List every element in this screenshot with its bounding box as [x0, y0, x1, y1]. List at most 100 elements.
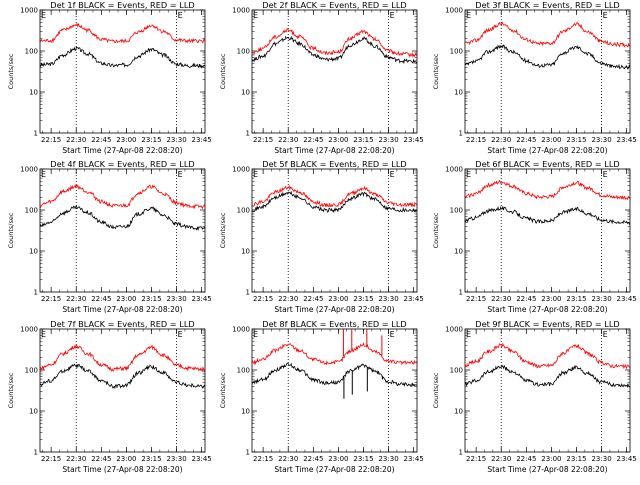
plot-panel-3: Det 3f BLACK = Events, RED = LLD Counts/s… [432, 0, 637, 155]
events-series-line [252, 190, 417, 214]
marker-label-left: E [41, 170, 46, 179]
plot-panel-5: Det 5f BLACK = Events, RED = LLD Counts/s… [219, 159, 424, 314]
y-tick-label: 100 [450, 207, 463, 215]
plot-title: Det 8f BLACK = Events, RED = LLD [262, 319, 406, 329]
lld-series-line [40, 22, 205, 44]
x-tick-label: 22:30 [66, 295, 86, 303]
y-tick-label: 100 [25, 48, 38, 56]
x-tick-label: 23:45 [404, 136, 424, 144]
y-tick-label: 100 [450, 367, 463, 375]
plot-title: Det 2f BLACK = Events, RED = LLD [262, 0, 406, 10]
x-tick-label: 22:45 [516, 455, 536, 463]
y-axis-label: Counts/sec [432, 372, 440, 408]
x-tick-label: 23:45 [617, 455, 637, 463]
y-tick-label: 10 [241, 408, 250, 416]
plot-title: Det 3f BLACK = Events, RED = LLD [475, 0, 619, 10]
y-tick-label: 1000 [445, 7, 463, 15]
lld-series-line [252, 28, 417, 59]
y-tick-label: 1000 [232, 7, 250, 15]
x-tick-label: 22:45 [91, 136, 111, 144]
marker-label-left: E [41, 330, 46, 339]
x-tick-label: 22:15 [253, 295, 273, 303]
x-axis-label: Start Time (27-Apr-08 22:08:20) [274, 465, 394, 474]
x-tick-label: 23:15 [353, 295, 373, 303]
x-tick-label: 23:45 [192, 136, 212, 144]
y-tick-label: 1 [459, 289, 463, 297]
lld-series-line [465, 179, 630, 201]
lld-series-line [40, 343, 205, 372]
x-tick-label: 23:00 [328, 295, 348, 303]
y-axis-label: Counts/sec [219, 372, 227, 408]
x-tick-label: 22:15 [253, 136, 273, 144]
marker-label-left: E [253, 11, 258, 20]
x-tick-label: 22:30 [491, 136, 511, 144]
plot-title: Det 7f BLACK = Events, RED = LLD [50, 319, 194, 329]
plot-panel-6: Det 6f BLACK = Events, RED = LLD Counts/s… [432, 159, 637, 314]
x-tick-label: 22:15 [466, 136, 486, 144]
marker-label-left: E [466, 330, 471, 339]
y-tick-label: 100 [450, 48, 463, 56]
plot-title: Det 4f BLACK = Events, RED = LLD [50, 159, 194, 169]
events-series-line [465, 44, 630, 70]
plot-frame [251, 328, 418, 453]
plot-title: Det 6f BLACK = Events, RED = LLD [475, 159, 619, 169]
plot-title: Det 5f BLACK = Events, RED = LLD [262, 159, 406, 169]
x-tick-label: 23:30 [591, 455, 611, 463]
lld-series-line [465, 21, 630, 48]
x-tick-label: 22:15 [41, 455, 61, 463]
x-tick-label: 23:00 [116, 136, 136, 144]
y-tick-label: 1000 [20, 7, 38, 15]
marker-label-left: E [41, 11, 46, 20]
x-tick-label: 23:30 [166, 455, 186, 463]
x-axis-label: Start Time (27-Apr-08 22:08:20) [62, 305, 182, 314]
x-tick-label: 22:15 [253, 455, 273, 463]
events-series-line [40, 363, 205, 390]
x-tick-label: 22:30 [491, 455, 511, 463]
plot-frame [464, 328, 631, 453]
x-tick-label: 22:30 [278, 136, 298, 144]
y-tick-label: 1000 [232, 326, 250, 334]
plot-frame [39, 168, 206, 293]
y-tick-label: 10 [454, 248, 463, 256]
x-tick-label: 22:45 [303, 136, 323, 144]
marker-label-right: E [390, 170, 395, 179]
x-tick-label: 23:45 [404, 295, 424, 303]
events-series-line [252, 35, 417, 65]
x-tick-label: 23:45 [192, 295, 212, 303]
y-axis-label: Counts/sec [219, 212, 227, 248]
x-tick-label: 23:45 [617, 136, 637, 144]
marker-label-right: E [178, 11, 183, 20]
x-tick-label: 22:45 [516, 136, 536, 144]
x-axis-label: Start Time (27-Apr-08 22:08:20) [62, 146, 182, 155]
y-tick-label: 10 [241, 248, 250, 256]
marker-label-left: E [253, 170, 258, 179]
x-tick-label: 22:30 [278, 295, 298, 303]
x-tick-label: 23:45 [404, 455, 424, 463]
x-tick-label: 23:15 [566, 455, 586, 463]
y-axis-label: Counts/sec [432, 53, 440, 89]
y-tick-label: 10 [29, 248, 38, 256]
plot-panel-7: Det 7f BLACK = Events, RED = LLD Counts/s… [7, 319, 212, 474]
y-tick-label: 1000 [445, 326, 463, 334]
y-tick-label: 100 [25, 367, 38, 375]
plot-frame [251, 9, 418, 134]
y-tick-label: 1 [34, 449, 38, 457]
plot-frame [464, 168, 631, 293]
y-tick-label: 1 [34, 289, 38, 297]
plot-frame [39, 328, 206, 453]
y-tick-label: 100 [237, 207, 250, 215]
plot-frame [464, 9, 631, 134]
x-tick-label: 22:30 [66, 136, 86, 144]
x-tick-label: 23:45 [617, 295, 637, 303]
x-tick-label: 23:00 [116, 295, 136, 303]
marker-label-right: E [390, 330, 395, 339]
x-tick-label: 22:45 [91, 295, 111, 303]
x-tick-label: 22:45 [516, 295, 536, 303]
x-tick-label: 23:15 [566, 136, 586, 144]
x-tick-label: 22:45 [303, 455, 323, 463]
y-tick-label: 1 [34, 130, 38, 138]
x-tick-label: 23:15 [141, 295, 161, 303]
x-tick-label: 23:00 [328, 136, 348, 144]
x-tick-label: 23:30 [591, 136, 611, 144]
